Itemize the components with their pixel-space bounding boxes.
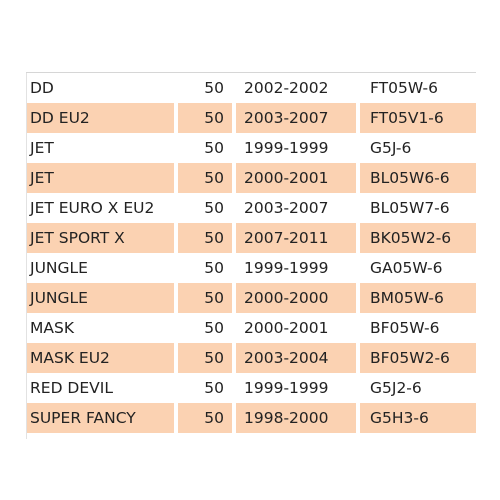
- model-cell: JET: [26, 163, 178, 193]
- table-row: MASK EU2 50 2003-2004 BF05W2-6: [26, 343, 476, 373]
- code-cell: G5J2-6: [370, 379, 422, 397]
- code-cell: G5H3-6: [360, 403, 476, 433]
- model-cell: RED DEVIL: [26, 373, 178, 403]
- model-cell: MASK EU2: [26, 343, 178, 373]
- model-cell: JET EURO X EU2: [26, 193, 178, 223]
- years-cell: 1999-1999: [236, 373, 360, 403]
- code-cell: BL05W6-6: [360, 163, 476, 193]
- table-row: JUNGLE 50 2000-2000 BM05W-6: [26, 283, 476, 313]
- models-table-container: DD 50 2002-2002 FT05W-6 DD EU2 50 2003-2…: [26, 72, 476, 439]
- model-cell: JUNGLE: [26, 253, 178, 283]
- model-cell: JET: [26, 133, 178, 163]
- table-row: JET EURO X EU2 50 2003-2007 BL05W7-6: [26, 193, 476, 223]
- table-row: JET SPORT X 50 2007-2011 BK05W2-6: [26, 223, 476, 253]
- model-cell: DD EU2: [26, 103, 178, 133]
- displacement-cell: 50: [178, 283, 236, 313]
- table-row: JUNGLE 50 1999-1999 GA05W-6: [26, 253, 476, 283]
- years-cell: 1998-2000: [236, 403, 360, 433]
- code-cell: BL05W7-6: [370, 199, 450, 217]
- code-cell: FT05W-6: [370, 79, 438, 97]
- years-cell: 1999-1999: [236, 133, 360, 163]
- code-cell: BM05W-6: [360, 283, 476, 313]
- model-cell: DD: [26, 73, 178, 103]
- model-cell: JET SPORT X: [26, 223, 178, 253]
- displacement-cell: 50: [178, 133, 236, 163]
- displacement-cell: 50: [178, 253, 236, 283]
- table-row: SUPER FANCY 50 1998-2000 G5H3-6: [26, 403, 476, 433]
- years-cell: 2003-2007: [236, 193, 360, 223]
- years-cell: 2007-2011: [236, 223, 360, 253]
- models-table: DD 50 2002-2002 FT05W-6 DD EU2 50 2003-2…: [26, 73, 476, 433]
- code-cell: FT05V1-6: [360, 103, 476, 133]
- model-cell: MASK: [26, 313, 178, 343]
- code-cell: GA05W-6: [370, 259, 443, 277]
- code-cell: BF05W-6: [370, 319, 440, 337]
- displacement-cell: 50: [178, 343, 236, 373]
- table-row: MASK 50 2000-2001 BF05W-6: [26, 313, 476, 343]
- displacement-cell: 50: [178, 73, 236, 103]
- years-cell: 2002-2002: [236, 73, 360, 103]
- table-row: JET 50 1999-1999 G5J-6: [26, 133, 476, 163]
- table-row: DD EU2 50 2003-2007 FT05V1-6: [26, 103, 476, 133]
- years-cell: 2000-2000: [236, 283, 360, 313]
- code-cell: G5J-6: [370, 139, 412, 157]
- years-cell: 2000-2001: [236, 313, 360, 343]
- years-cell: 2000-2001: [236, 163, 360, 193]
- table-row: JET 50 2000-2001 BL05W6-6: [26, 163, 476, 193]
- displacement-cell: 50: [178, 403, 236, 433]
- model-cell: SUPER FANCY: [26, 403, 178, 433]
- displacement-cell: 50: [178, 193, 236, 223]
- years-cell: 2003-2007: [236, 103, 360, 133]
- displacement-cell: 50: [178, 373, 236, 403]
- years-cell: 2003-2004: [236, 343, 360, 373]
- code-cell: BK05W2-6: [360, 223, 476, 253]
- table-row: DD 50 2002-2002 FT05W-6: [26, 73, 476, 103]
- displacement-cell: 50: [178, 223, 236, 253]
- displacement-cell: 50: [178, 313, 236, 343]
- displacement-cell: 50: [178, 163, 236, 193]
- code-cell: BF05W2-6: [360, 343, 476, 373]
- years-cell: 1999-1999: [236, 253, 360, 283]
- table-row: RED DEVIL 50 1999-1999 G5J2-6: [26, 373, 476, 403]
- model-cell: JUNGLE: [26, 283, 178, 313]
- displacement-cell: 50: [178, 103, 236, 133]
